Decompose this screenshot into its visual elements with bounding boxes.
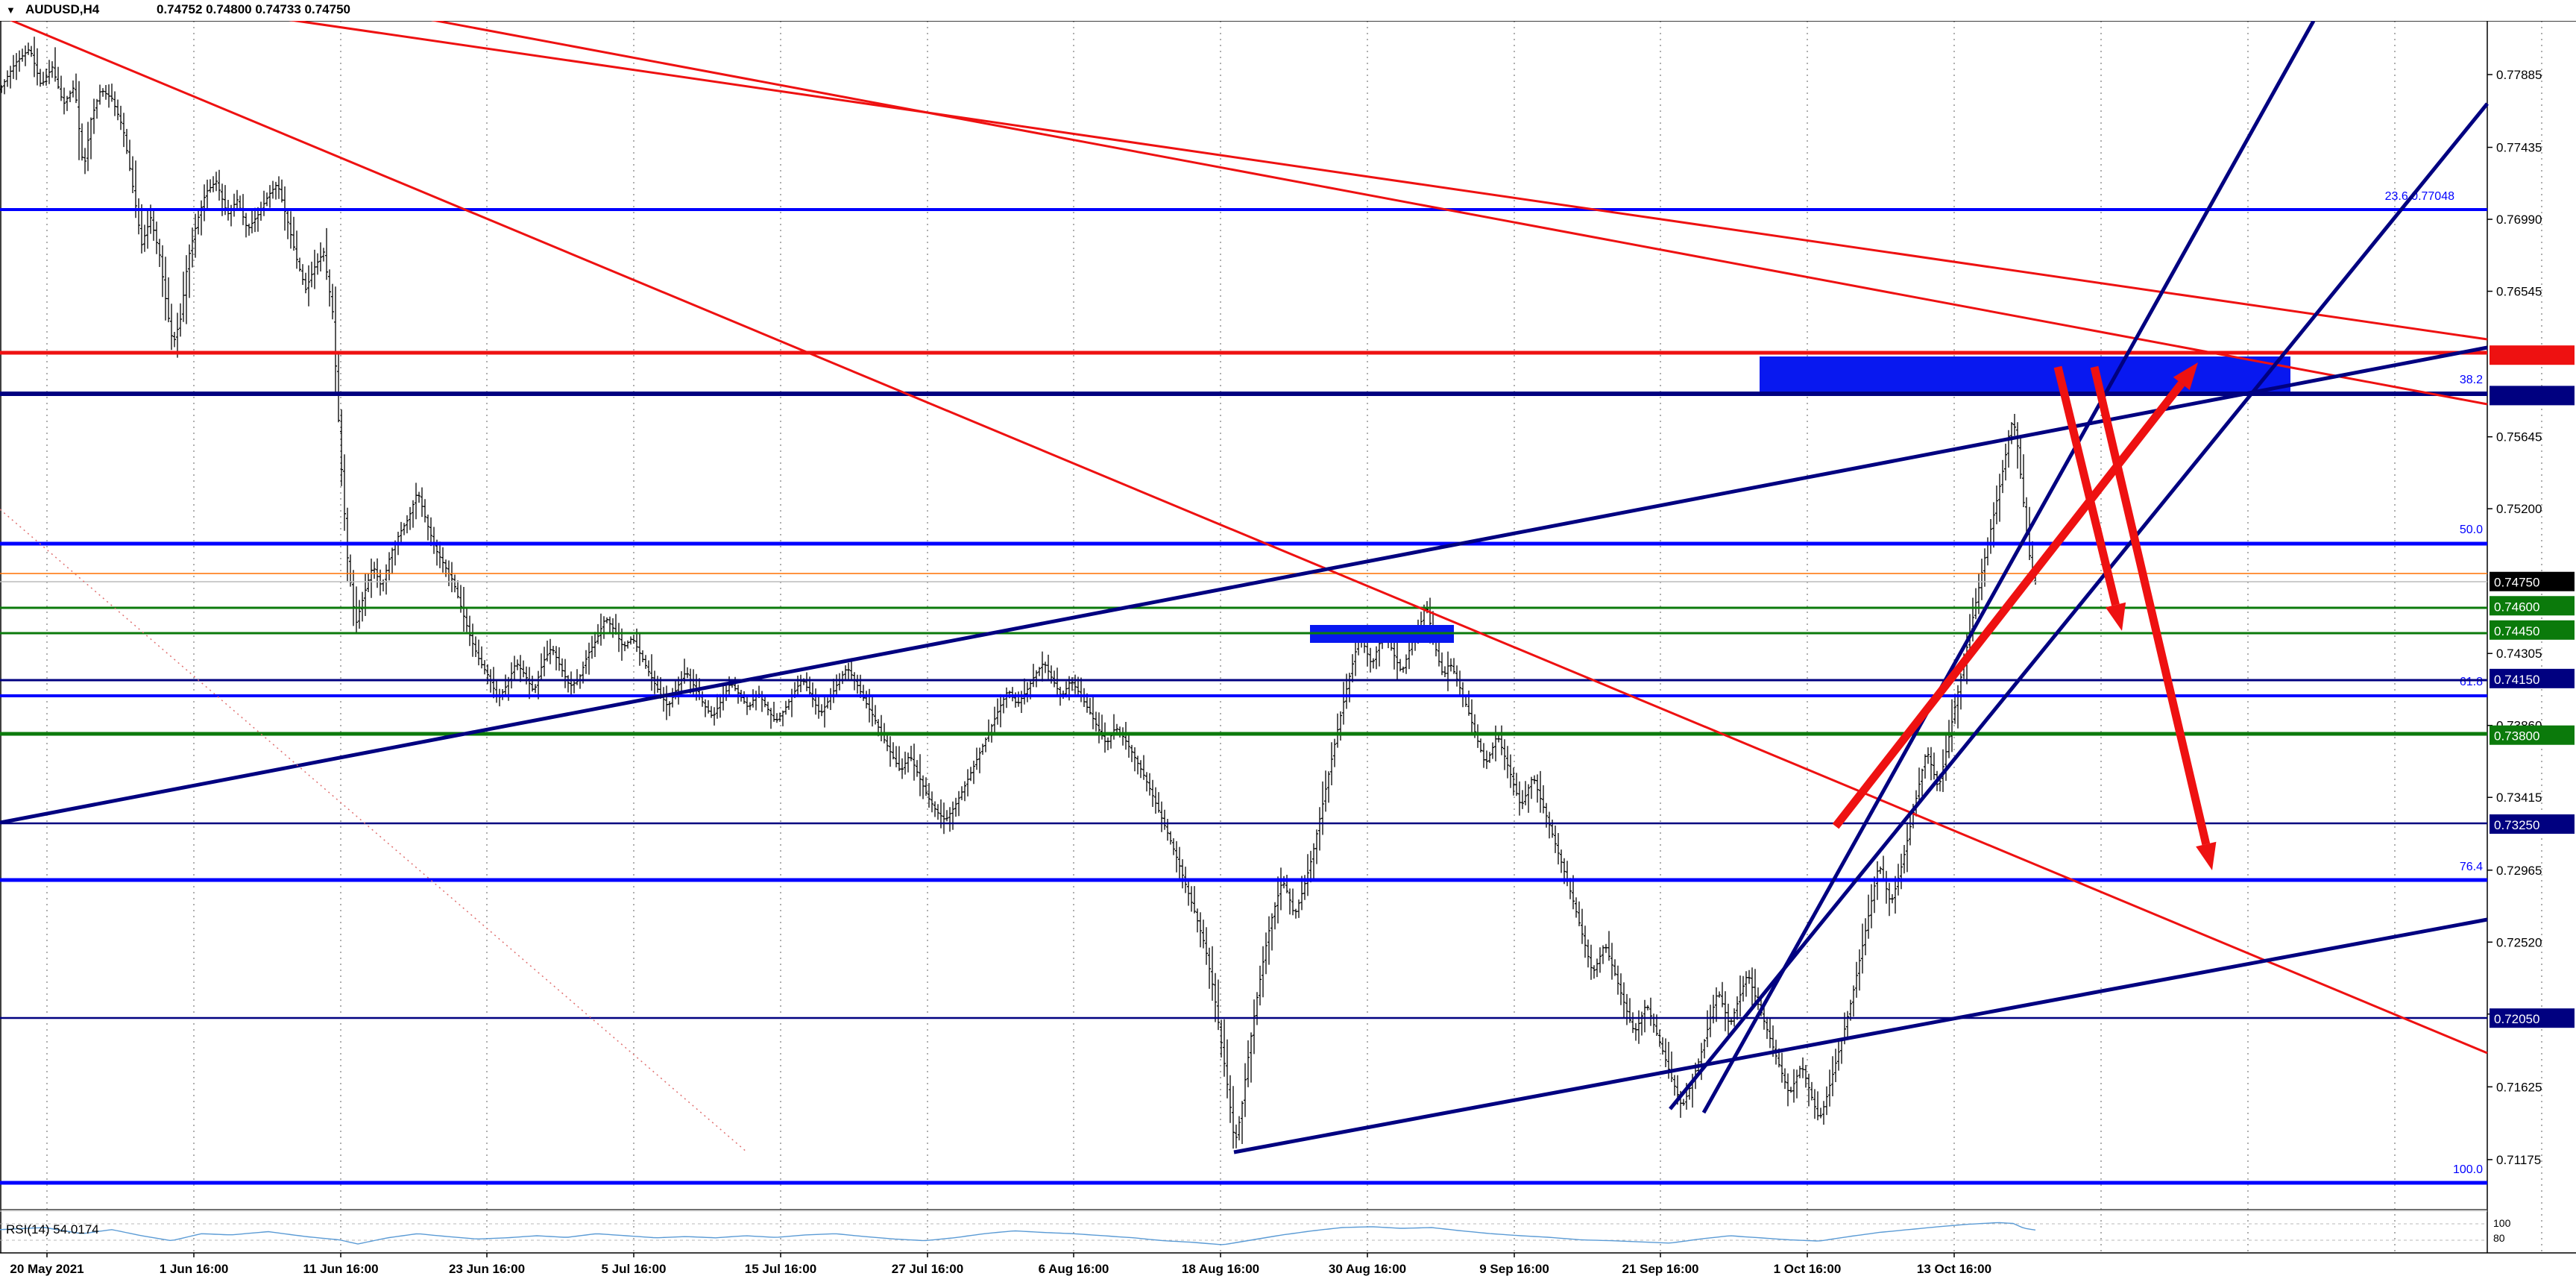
- price-tag-0.73250: [2490, 814, 2575, 834]
- red-descending-mid[interactable]: [324, 0, 2488, 406]
- price-axis-label: 0.72520: [2496, 935, 2542, 949]
- time-axis-label: 11 Jun 16:00: [303, 1262, 378, 1276]
- price-tag-label: 0.72050: [2494, 1012, 2539, 1026]
- price-axis-label: 0.76545: [2496, 285, 2542, 299]
- price-tag-label: 0.74450: [2494, 624, 2539, 638]
- price-tag-0.76150: [2490, 345, 2575, 365]
- price-axis-label: 0.75645: [2496, 430, 2542, 444]
- time-axis-label: 13 Oct 16:00: [1917, 1262, 1991, 1276]
- rsi-indicator-label: RSI(14) 54.0174: [6, 1222, 99, 1236]
- projection-arrow-down-short-head: [2105, 602, 2126, 631]
- projection-arrow-up[interactable]: [1832, 380, 2185, 829]
- ohlc-values-label: 0.74752 0.74800 0.74733 0.74750: [157, 2, 350, 16]
- price-tag-0.72050: [2490, 1008, 2575, 1028]
- price-tag-0.74750: [2490, 571, 2575, 591]
- rsi-scale-label: 80: [2493, 1232, 2505, 1244]
- time-axis-label: 6 Aug 16:00: [1039, 1262, 1109, 1276]
- projection-arrow-down-long[interactable]: [2090, 365, 2211, 846]
- price-tag-label: 0.73250: [2494, 818, 2539, 832]
- price-axis-label: 0.73415: [2496, 791, 2542, 805]
- fib-label: 100.0: [2453, 1163, 2483, 1176]
- fib-label: 50.0: [2460, 524, 2483, 536]
- projection-arrow-down-long-head: [2196, 841, 2217, 870]
- time-axis-label: 5 Jul 16:00: [602, 1262, 667, 1276]
- price-tag-0.75900: [2490, 386, 2575, 406]
- price-tag-0.74150: [2490, 668, 2575, 688]
- price-tag-label: 0.74600: [2494, 600, 2539, 614]
- price-tag-0.73800: [2490, 725, 2575, 745]
- time-axis-label: 9 Sep 16:00: [1479, 1262, 1549, 1276]
- fib-label: 76.4: [2460, 861, 2483, 873]
- time-axis-label: 18 Aug 16:00: [1182, 1262, 1259, 1276]
- time-axis-label: 1 Oct 16:00: [1774, 1262, 1842, 1276]
- chart-header: ▼ AUDUSD,H4 0.74752 0.74800 0.74733 0.74…: [0, 0, 2576, 21]
- projection-arrow-down-short[interactable]: [2053, 365, 2120, 606]
- fib-label: 38.2: [2460, 374, 2483, 386]
- navy-steep-channel-2[interactable]: [1669, 102, 2489, 1110]
- time-axis-label: 30 Aug 16:00: [1329, 1262, 1406, 1276]
- price-tag-0.74450: [2490, 620, 2575, 640]
- price-axis-label: 0.76990: [2496, 213, 2542, 227]
- price-axis-label: 0.74305: [2496, 647, 2542, 661]
- price-axis-label: 0.71175: [2496, 1153, 2541, 1167]
- price-tag-label: 0.74750: [2494, 576, 2539, 590]
- supply-zone-box[interactable]: [1760, 356, 2290, 394]
- fib-label: 61.8: [2460, 676, 2483, 688]
- navy-steep-channel-1[interactable]: [1701, 19, 2316, 1114]
- time-axis-label: 23 Jun 16:00: [449, 1262, 525, 1276]
- price-tag-label: 0.73800: [2494, 729, 2539, 744]
- symbol-period-label: AUDUSD,H4: [25, 2, 100, 16]
- fib-baseline-dotted[interactable]: [0, 509, 748, 1153]
- price-bars: [0, 37, 2037, 1149]
- price-axis-label: 0.77435: [2496, 141, 2542, 155]
- price-tag-label: 0.74150: [2494, 673, 2539, 687]
- price-axis-label: 0.75200: [2496, 502, 2542, 516]
- rsi-line: [0, 1222, 2036, 1245]
- time-axis-label: 15 Jul 16:00: [745, 1262, 816, 1276]
- rsi-scale-label: 100: [2493, 1217, 2511, 1229]
- red-descending-shallow[interactable]: [152, 0, 2488, 341]
- projection-arrow-up-head: [2173, 362, 2198, 390]
- time-axis-label: 20 May 2021: [10, 1262, 84, 1276]
- price-axis-label: 0.77885: [2496, 68, 2542, 82]
- time-axis-label: 27 Jul 16:00: [892, 1262, 963, 1276]
- fib-label: 23.6 0.77048: [2385, 190, 2455, 203]
- price-axis-label: 0.72965: [2496, 864, 2542, 878]
- price-axis-label: 0.71625: [2496, 1080, 2542, 1094]
- oneclick-dropdown-icon[interactable]: ▼: [6, 4, 16, 16]
- time-axis-label: 1 Jun 16:00: [160, 1262, 229, 1276]
- price-tag-0.74600: [2490, 596, 2575, 616]
- red-descending-steep[interactable]: [0, 14, 2488, 1055]
- time-axis-label: 21 Sep 16:00: [1622, 1262, 1698, 1276]
- navy-rising-from-aug-low[interactable]: [1233, 917, 2488, 1154]
